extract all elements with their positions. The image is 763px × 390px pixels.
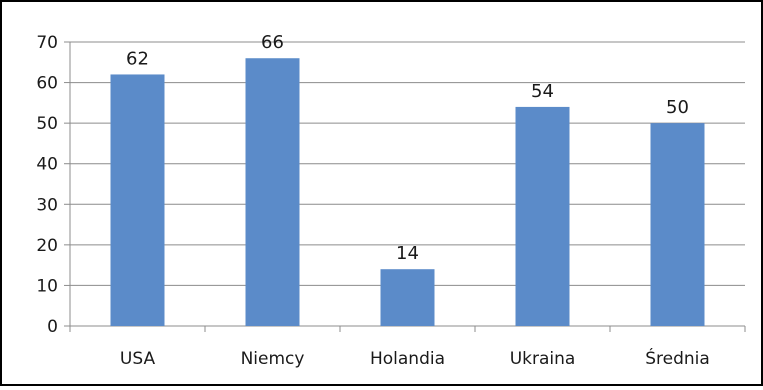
x-category-label: Holandia xyxy=(370,349,445,369)
data-labels: 62 66 14 54 50 xyxy=(126,32,689,264)
x-category-label: Ukraina xyxy=(510,349,576,369)
x-category-label: Niemcy xyxy=(241,349,305,369)
bar-usa xyxy=(110,74,165,326)
y-tick-label: 20 xyxy=(36,236,58,256)
bar-holandia xyxy=(380,269,435,326)
y-tick-label: 50 xyxy=(36,114,58,134)
x-category-label: Średnia xyxy=(645,347,710,369)
data-label: 62 xyxy=(126,48,149,69)
y-tick-label: 30 xyxy=(36,195,58,215)
data-label: 54 xyxy=(531,81,554,102)
gridlines xyxy=(70,41,745,286)
y-tick-label: 70 xyxy=(36,33,58,53)
data-label: 14 xyxy=(396,243,419,264)
x-category-label: USA xyxy=(120,349,156,369)
data-label: 66 xyxy=(261,32,284,53)
y-tick-label: 0 xyxy=(47,317,58,337)
y-tick-label: 40 xyxy=(36,155,58,175)
bar-ukraina xyxy=(515,106,570,327)
y-tick-label: 60 xyxy=(36,74,58,94)
x-category-labels: USA Niemcy Holandia Ukraina Średnia xyxy=(120,347,710,369)
y-tick-labels: 0 10 20 30 40 50 60 70 xyxy=(36,33,58,337)
data-label: 50 xyxy=(666,97,689,118)
bar-niemcy xyxy=(245,58,300,326)
bars xyxy=(110,58,705,327)
bar-średnia xyxy=(650,123,705,327)
y-tick-label: 10 xyxy=(36,276,58,296)
